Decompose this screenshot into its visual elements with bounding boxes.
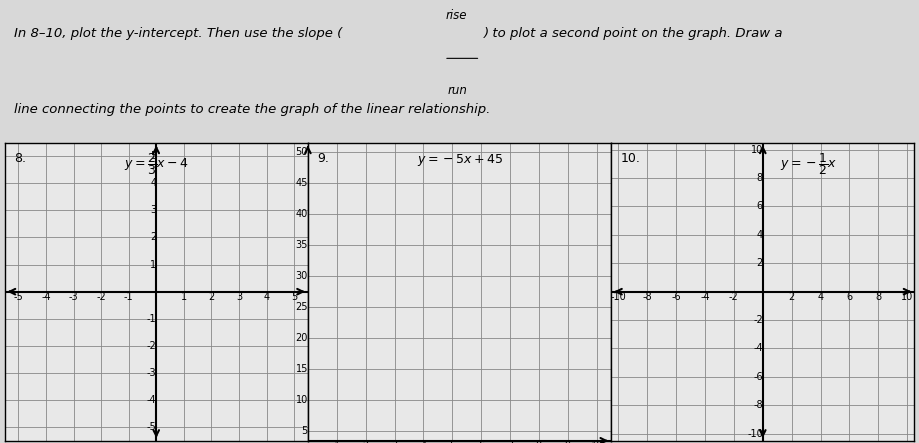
- Text: 8: 8: [875, 291, 881, 302]
- Text: 4: 4: [756, 230, 763, 240]
- Text: In 8–10, plot the y-intercept. Then use the slope (: In 8–10, plot the y-intercept. Then use …: [14, 27, 342, 40]
- Text: -2: -2: [96, 291, 106, 302]
- Text: 7: 7: [507, 441, 513, 443]
- Text: 30: 30: [296, 271, 308, 281]
- Text: 1: 1: [150, 260, 156, 269]
- Text: -2: -2: [146, 341, 156, 351]
- Text: 4: 4: [818, 291, 823, 302]
- Text: 9: 9: [565, 441, 571, 443]
- Text: rise: rise: [446, 9, 468, 22]
- Text: -6: -6: [754, 372, 763, 382]
- Text: 6: 6: [846, 291, 853, 302]
- Text: 3: 3: [236, 291, 242, 302]
- Text: ) to plot a second point on the graph. Draw a: ) to plot a second point on the graph. D…: [484, 27, 784, 40]
- Text: 2: 2: [209, 291, 214, 302]
- Text: -4: -4: [41, 291, 51, 302]
- Text: 4: 4: [264, 291, 269, 302]
- Text: 8.: 8.: [14, 152, 26, 164]
- Text: -4: -4: [700, 291, 709, 302]
- Text: 8: 8: [536, 441, 542, 443]
- Text: 6: 6: [478, 441, 484, 443]
- Text: 3: 3: [391, 441, 398, 443]
- Text: line connecting the points to create the graph of the linear relationship.: line connecting the points to create the…: [14, 103, 490, 116]
- Text: 6: 6: [756, 202, 763, 211]
- Text: -2: -2: [729, 291, 739, 302]
- Text: 10: 10: [751, 145, 763, 155]
- Text: 5: 5: [301, 427, 308, 436]
- Text: run: run: [448, 84, 468, 97]
- Text: 2: 2: [150, 233, 156, 242]
- Text: 5: 5: [449, 441, 456, 443]
- Text: 35: 35: [296, 240, 308, 250]
- Text: 3: 3: [150, 206, 156, 215]
- Text: 50: 50: [296, 147, 308, 157]
- Text: -10: -10: [747, 429, 763, 439]
- Text: 10: 10: [901, 291, 913, 302]
- Text: 4: 4: [150, 178, 156, 188]
- Text: -10: -10: [610, 291, 626, 302]
- Text: 10.: 10.: [620, 152, 641, 164]
- Text: -6: -6: [671, 291, 681, 302]
- Text: 10: 10: [591, 441, 603, 443]
- Text: -3: -3: [69, 291, 78, 302]
- Text: 45: 45: [296, 178, 308, 188]
- Text: 5: 5: [150, 151, 156, 161]
- Text: -4: -4: [147, 395, 156, 405]
- Text: $y = \dfrac{2}{3}x - 4$: $y = \dfrac{2}{3}x - 4$: [124, 152, 188, 177]
- Text: -2: -2: [753, 315, 763, 325]
- Text: -5: -5: [146, 422, 156, 432]
- Text: 5: 5: [291, 291, 297, 302]
- Text: 10: 10: [296, 396, 308, 405]
- Text: -3: -3: [147, 368, 156, 378]
- Text: 1: 1: [181, 291, 187, 302]
- Text: -5: -5: [14, 291, 23, 302]
- Text: 40: 40: [296, 209, 308, 219]
- Text: 4: 4: [420, 441, 426, 443]
- Text: 8: 8: [756, 173, 763, 183]
- Text: 20: 20: [296, 333, 308, 343]
- Text: $y = -\dfrac{1}{2}x$: $y = -\dfrac{1}{2}x$: [779, 152, 837, 177]
- Text: 1: 1: [334, 441, 340, 443]
- Text: 2: 2: [362, 441, 369, 443]
- Text: -1: -1: [124, 291, 133, 302]
- Text: 15: 15: [296, 364, 308, 374]
- Text: 9.: 9.: [317, 152, 329, 164]
- Text: -4: -4: [754, 343, 763, 354]
- Text: 2: 2: [789, 291, 795, 302]
- Text: -8: -8: [642, 291, 652, 302]
- Text: 2: 2: [756, 258, 763, 268]
- Text: $y = -5x + 45$: $y = -5x + 45$: [416, 152, 503, 167]
- Text: 25: 25: [295, 302, 308, 312]
- Text: -1: -1: [147, 314, 156, 324]
- Text: -8: -8: [754, 400, 763, 410]
